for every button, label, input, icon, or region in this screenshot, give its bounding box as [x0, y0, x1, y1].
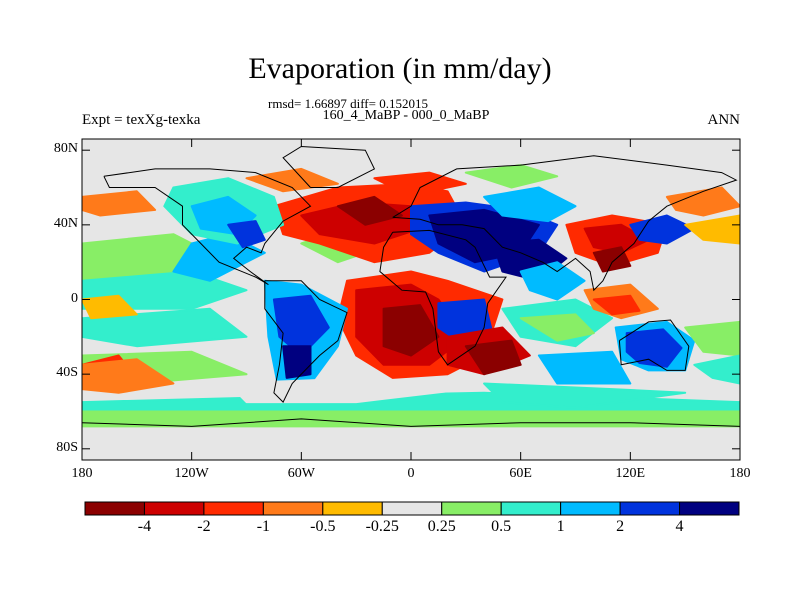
lat-tick-label: 0: [71, 290, 78, 306]
colorbar-label: 2: [616, 518, 625, 535]
lon-tick-label: 180: [71, 466, 93, 481]
field-region: [373, 171, 467, 193]
lat-tick-label: 80N: [53, 141, 78, 157]
coastline: [103, 168, 312, 286]
colorbar-swatch: [262, 501, 324, 516]
field-region: [684, 320, 740, 357]
field-region: [464, 164, 559, 189]
field-region: [227, 220, 266, 249]
colorbar-label: 1: [556, 518, 565, 535]
experiment-label: Expt = texXg-texka: [82, 112, 201, 128]
coastline: [264, 280, 348, 403]
field-region: [464, 339, 522, 376]
lon-tick-label: 0: [407, 466, 415, 481]
colorbar-swatch: [441, 501, 502, 516]
field-region: [625, 328, 683, 368]
colorbar-label: -2: [197, 518, 211, 535]
coastline: [282, 145, 376, 188]
field-region: [82, 139, 740, 161]
colorbar-swatch: [619, 501, 681, 516]
field-region: [519, 313, 595, 342]
lon-tick-label: 120W: [174, 466, 209, 481]
colorbar-label: 4: [675, 518, 684, 535]
field-region: [519, 261, 586, 301]
lat-tick-label: 80S: [56, 439, 78, 455]
field-region: [592, 246, 632, 273]
lon-tick-label: 120E: [615, 466, 646, 481]
evaporation-map: [82, 139, 740, 460]
colorbar-swatch: [322, 501, 383, 516]
colorbar-label: -4: [137, 518, 152, 535]
field-region: [245, 167, 339, 193]
field-region: [583, 223, 650, 254]
field-region: [693, 354, 740, 385]
axis-ticks: [81, 139, 741, 460]
lat-tick-label: 40S: [56, 365, 78, 381]
field-region: [82, 358, 175, 394]
field-region: [272, 294, 330, 357]
lon-tick-label: 180: [729, 466, 751, 481]
figure-title: Evaporation (in mm/day): [248, 52, 552, 85]
colorbar-swatch: [381, 501, 443, 516]
season-label: ANN: [707, 112, 741, 128]
colorbar-label: 0.25: [427, 518, 456, 535]
lat-tick-label: 40N: [53, 215, 78, 231]
field-region: [684, 214, 740, 245]
field-region: [82, 307, 248, 348]
lon-tick-label: 60W: [287, 466, 315, 481]
colorbar-label: 0.5: [491, 518, 512, 535]
field-region: [227, 376, 467, 404]
colorbar-swatch: [560, 501, 621, 516]
colorbar-swatch: [143, 501, 205, 516]
colorbar-swatch: [84, 501, 145, 516]
coastline: [82, 418, 740, 427]
field-region: [483, 186, 577, 223]
lon-tick-label: 60E: [509, 466, 532, 481]
stats-line: rmsd= 1.66897 diff= 0.152015: [268, 96, 428, 111]
field-region: [382, 304, 440, 357]
coastline: [392, 155, 738, 292]
colorbar-swatch: [203, 501, 264, 516]
field-region: [336, 195, 403, 226]
colorbar-label: -0.25: [365, 518, 399, 535]
field-region: [82, 410, 740, 428]
field-region: [665, 186, 740, 217]
field-region: [537, 350, 632, 385]
field-region: [82, 190, 157, 217]
colorbar-label: -0.5: [310, 518, 336, 535]
colorbar-swatch: [500, 501, 562, 516]
field-region: [483, 382, 687, 409]
comparison-label: 160_4_MaBP - 000_0_MaBP: [322, 108, 490, 123]
field-region: [592, 294, 641, 316]
coastline: [618, 319, 690, 371]
coastline: [379, 229, 507, 366]
field-region: [82, 294, 138, 320]
field-region: [282, 345, 312, 379]
colorbar-swatch: [679, 501, 740, 516]
colorbar-label: -1: [256, 518, 271, 535]
colorbar: [84, 501, 740, 516]
